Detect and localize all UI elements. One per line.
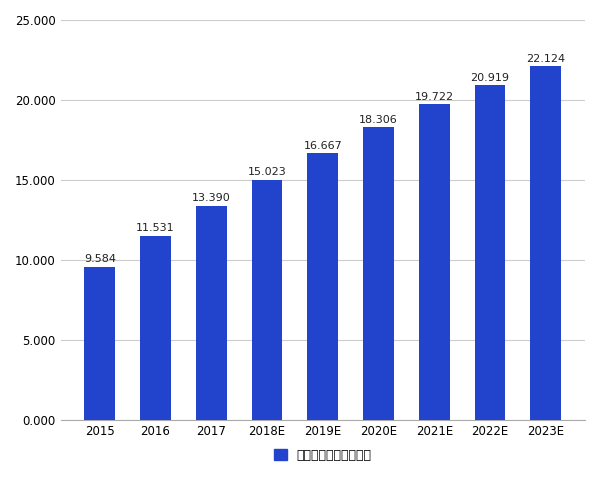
- Text: 18.306: 18.306: [359, 114, 398, 124]
- Bar: [475, 86, 505, 420]
- Text: 11.531: 11.531: [136, 223, 175, 233]
- Bar: [85, 266, 115, 420]
- Text: 13.390: 13.390: [192, 194, 230, 203]
- Text: 20.919: 20.919: [470, 73, 509, 83]
- Bar: [196, 206, 227, 420]
- Text: 16.667: 16.667: [304, 141, 342, 151]
- Text: 22.124: 22.124: [526, 54, 565, 64]
- Bar: [530, 66, 561, 420]
- Bar: [252, 180, 283, 420]
- Bar: [140, 236, 171, 420]
- Text: 19.722: 19.722: [415, 92, 454, 102]
- Bar: [363, 127, 394, 420]
- Bar: [419, 104, 449, 420]
- Text: 9.584: 9.584: [84, 254, 116, 264]
- Legend: 国内市场规模（亿元）: 国内市场规模（亿元）: [274, 449, 371, 462]
- Bar: [307, 154, 338, 420]
- Text: 15.023: 15.023: [248, 168, 286, 177]
